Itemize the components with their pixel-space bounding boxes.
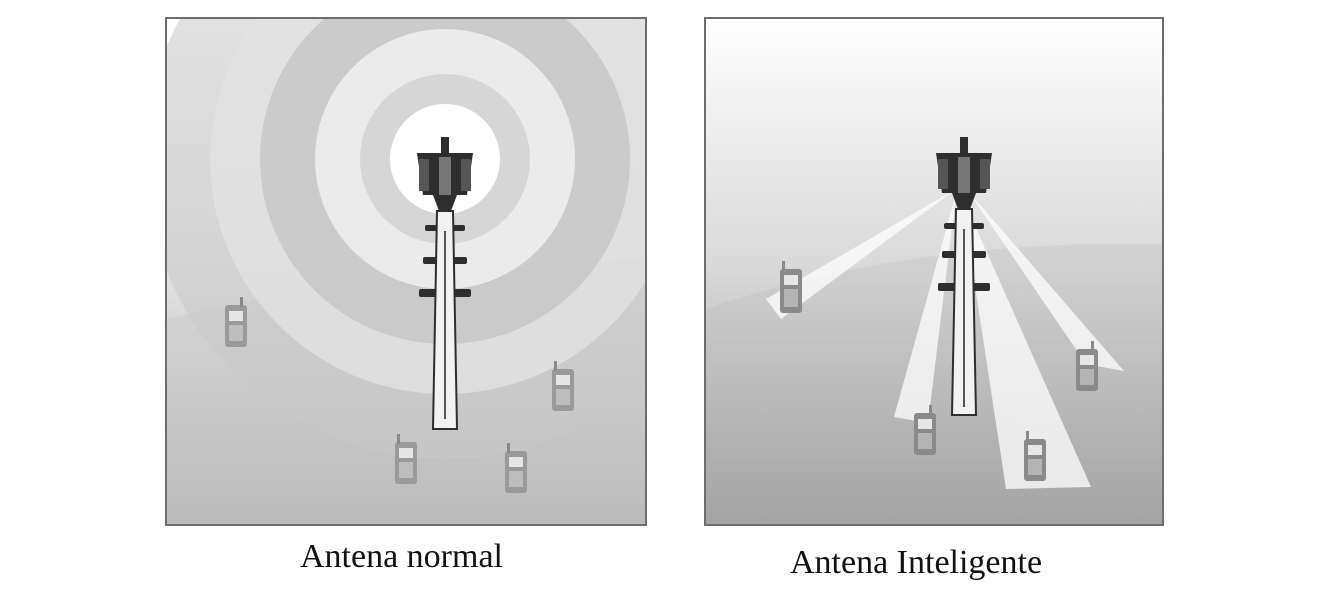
smart-antenna-diagram	[704, 17, 1164, 526]
normal-antenna-diagram	[165, 17, 647, 526]
cell-tower-icon	[417, 137, 473, 430]
caption-smart-antenna: Antena Inteligente	[790, 544, 1043, 581]
cell-tower-icon	[936, 137, 992, 416]
mobile-phone-icon	[1024, 431, 1046, 481]
mobile-phone-icon	[914, 405, 936, 455]
mobile-phone-icon	[780, 261, 802, 313]
radiation-rings	[167, 19, 645, 459]
mobile-phone-icon	[395, 434, 417, 484]
mobile-phone-icon	[1076, 341, 1098, 391]
directed-beams	[766, 189, 1124, 489]
mobile-phone-icon	[225, 297, 247, 347]
mobile-phone-icon	[505, 443, 527, 493]
caption-normal-antenna: Antena normal	[300, 538, 503, 575]
mobile-phone-icon	[552, 361, 574, 411]
